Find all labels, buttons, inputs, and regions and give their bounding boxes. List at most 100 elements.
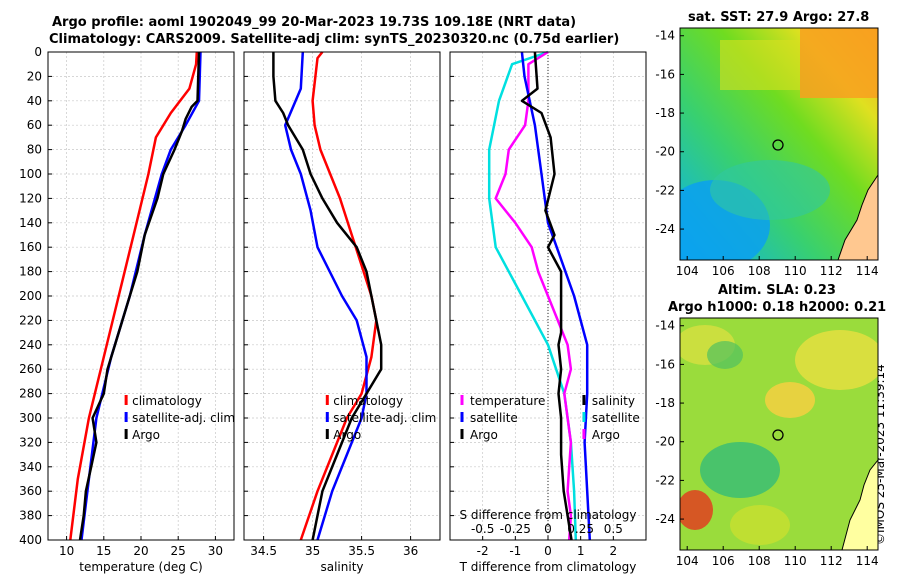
map-y-tick-label: -20	[655, 145, 675, 159]
x-tick-label: 36	[403, 544, 418, 558]
y-tick-label: 360	[19, 484, 42, 498]
series-argo	[78, 51, 201, 541]
series-s-argo	[520, 51, 573, 541]
x-tick-label: 35.5	[348, 544, 375, 558]
legend-label: satellite-adj. clim	[132, 411, 235, 425]
series-climatology	[299, 51, 378, 541]
legend-label: satellite	[470, 411, 518, 425]
top-tick-label: 0.25	[567, 522, 594, 536]
map-axes-1: 104 106 108 110 112 114 -14 -16 -18 -20 -22 -24	[655, 29, 878, 278]
y-tick-label: 40	[27, 94, 42, 108]
y-tick-label: 20	[27, 69, 42, 83]
x-tick-label: -2	[477, 544, 489, 558]
y-tick-label: 120	[19, 191, 42, 205]
series-t-argo	[494, 50, 573, 541]
x-tick-label: 34.5	[250, 544, 277, 558]
climatology-title: Climatology: CARS2009. Satellite-adj cli…	[49, 32, 620, 47]
x-tick-label: 2	[610, 544, 618, 558]
legend-label: satellite	[592, 411, 640, 425]
map-x-tick-label: 114	[856, 554, 879, 568]
map-y-tick-label: -14	[655, 29, 675, 43]
legend-label: Argo	[592, 428, 620, 442]
sla-patch	[700, 442, 780, 498]
x-tick-label: 15	[96, 544, 111, 558]
x-tick-label: 20	[133, 544, 148, 558]
sst-mid-patch	[710, 160, 830, 220]
map-y-tick-label: -18	[655, 106, 675, 120]
map-x-tick-label: 108	[748, 554, 771, 568]
map-y-tick-label: -24	[655, 222, 675, 236]
top-tick-label: 0.5	[604, 522, 623, 536]
y-tick-label: 100	[19, 167, 42, 181]
sst-map	[679, 27, 879, 261]
sla-patch	[680, 490, 713, 530]
map-x-tick-label: 108	[748, 264, 771, 278]
panel-salinity: 34.5 35 35.5 36 salinity climatology satellite…	[243, 51, 441, 574]
y-tick-label: 320	[19, 435, 42, 449]
map-x-tick-label: 104	[676, 264, 699, 278]
legend-label: Argo	[132, 428, 160, 442]
sst-map-title: sat. SST: 27.9 Argo: 27.8	[688, 10, 870, 25]
map-y-tick-label: -24	[655, 512, 675, 526]
y-tick-label: 220	[19, 313, 42, 327]
map-y-tick-label: -16	[655, 357, 675, 371]
sla-patch	[795, 330, 878, 390]
x-tick-label: 30	[208, 544, 223, 558]
y-tick-label: 80	[27, 143, 42, 157]
legend-label: salinity	[592, 394, 635, 408]
argo-height-title: Argo h1000: 0.18 h2000: 0.21	[668, 300, 887, 315]
series-satellite-adj-clim	[283, 51, 368, 541]
legend-label: satellite-adj. clim	[333, 411, 436, 425]
sst-float-marker	[772, 139, 784, 151]
x-tick-label: 25	[171, 544, 186, 558]
map-y-tick-label: -14	[655, 319, 675, 333]
x-axis-label: temperature (deg C)	[79, 560, 202, 574]
map-y-tick-label: -18	[655, 396, 675, 410]
sla-map-frame	[679, 317, 879, 551]
top-axis-label: S difference from climatology	[460, 508, 637, 522]
y-tick-label: 300	[19, 411, 42, 425]
map-y-tick-label: -22	[655, 183, 675, 197]
top-tick-label: 0	[544, 522, 552, 536]
y-tick-label: 60	[27, 118, 42, 132]
map-x-tick-label: 112	[820, 554, 843, 568]
y-tick-label: 280	[19, 387, 42, 401]
y-tick-label: 380	[19, 509, 42, 523]
map-y-tick-label: -16	[655, 67, 675, 81]
map-x-tick-label: 114	[856, 264, 879, 278]
top-tick-label: -0.25	[500, 522, 531, 536]
x-tick-label: -1	[509, 544, 521, 558]
legend-label: climatology	[333, 394, 403, 408]
map-axes-2: 104 106 108 110 112 114 -14 -16 -18 -20 -22 -24	[655, 319, 878, 568]
sla-patch	[707, 341, 743, 369]
legend-label: Argo	[333, 428, 361, 442]
y-tick-label: 340	[19, 460, 42, 474]
y-tick-label: 200	[19, 289, 42, 303]
x-tick-label: 10	[59, 544, 74, 558]
y-tick-label: 180	[19, 265, 42, 279]
x-axis-label: salinity	[320, 560, 363, 574]
sla-map-title: Altim. SLA: 0.23	[718, 283, 836, 298]
y-tick-label: 400	[19, 533, 42, 547]
y-tick-label: 0	[34, 45, 42, 59]
sla-patch	[765, 382, 815, 418]
sst-land	[837, 174, 878, 260]
map-x-tick-label: 110	[784, 554, 807, 568]
map-y-tick-label: -20	[655, 435, 675, 449]
legend-label: temperature	[470, 394, 545, 408]
series-s-satellite	[520, 51, 592, 541]
y-tick-label: 240	[19, 338, 42, 352]
sst-map-frame	[679, 27, 879, 261]
x-tick-label: 1	[577, 544, 585, 558]
map-y-tick-label: -22	[655, 473, 675, 487]
legend-label: climatology	[132, 394, 202, 408]
panel-difference: -2 -1 0 1 2 T difference from climatology temp…	[449, 50, 647, 574]
top-tick-label: -0.5	[471, 522, 494, 536]
sla-land	[841, 459, 878, 550]
y-tick-label: 260	[19, 362, 42, 376]
y-tick-label: 140	[19, 216, 42, 230]
profile-title: Argo profile: aoml 1902049_99 20-Mar-202…	[52, 15, 577, 30]
